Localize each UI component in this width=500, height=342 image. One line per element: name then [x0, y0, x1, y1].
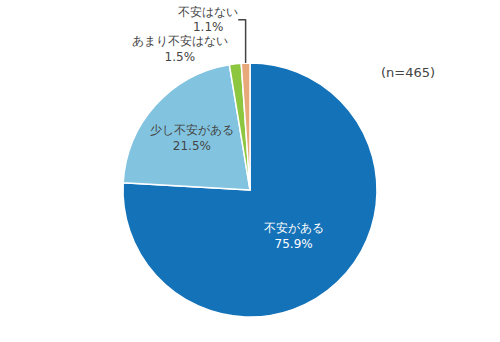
svg-text:不安はない1.1%: 不安はない1.1% — [178, 5, 238, 35]
svg-text:(n=465): (n=465) — [381, 65, 435, 80]
svg-text:少し不安がある21.5%: 少し不安がある21.5% — [150, 123, 234, 153]
svg-text:不安がある75.9%: 不安がある75.9% — [264, 221, 324, 251]
svg-text:あまり不安はない1.5%: あまり不安はない1.5% — [132, 34, 228, 64]
